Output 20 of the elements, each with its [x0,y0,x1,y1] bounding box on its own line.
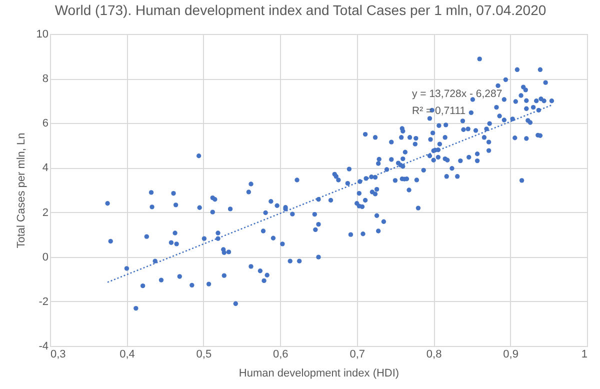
x-axis-title: Human development index (HDI) [238,368,400,380]
annotation: y = 13,728x - 6,287 [412,88,502,100]
x-tick-label: 0,4 [120,348,135,360]
y-tick-label: 8 [42,73,48,86]
y-tick-label: 6 [42,118,48,130]
x-tick-label: 0,9 [503,348,518,360]
y-tick-label: 10 [36,28,48,40]
x-tick-label: 0,6 [272,348,288,360]
x-tick-label: 1 [581,348,588,360]
x-tick-label: 0,7 [350,348,366,360]
y-tick-label: -2 [38,296,48,308]
y-tick-label: 0 [42,251,48,264]
x-tick-label: 0,8 [426,348,442,360]
y-axis-title: Total Cases per mln, Ln [15,132,28,248]
y-tick-label: -4 [38,340,48,352]
x-tick-label: 0,5 [196,348,212,360]
chart-title: World (173). Human development index and Total Cases per 1 mln, 07.04.2020 [54,2,546,18]
y-tick-label: 2 [42,206,48,219]
y-tick-label: 4 [42,162,48,174]
x-tick-label: 0,3 [50,348,66,360]
